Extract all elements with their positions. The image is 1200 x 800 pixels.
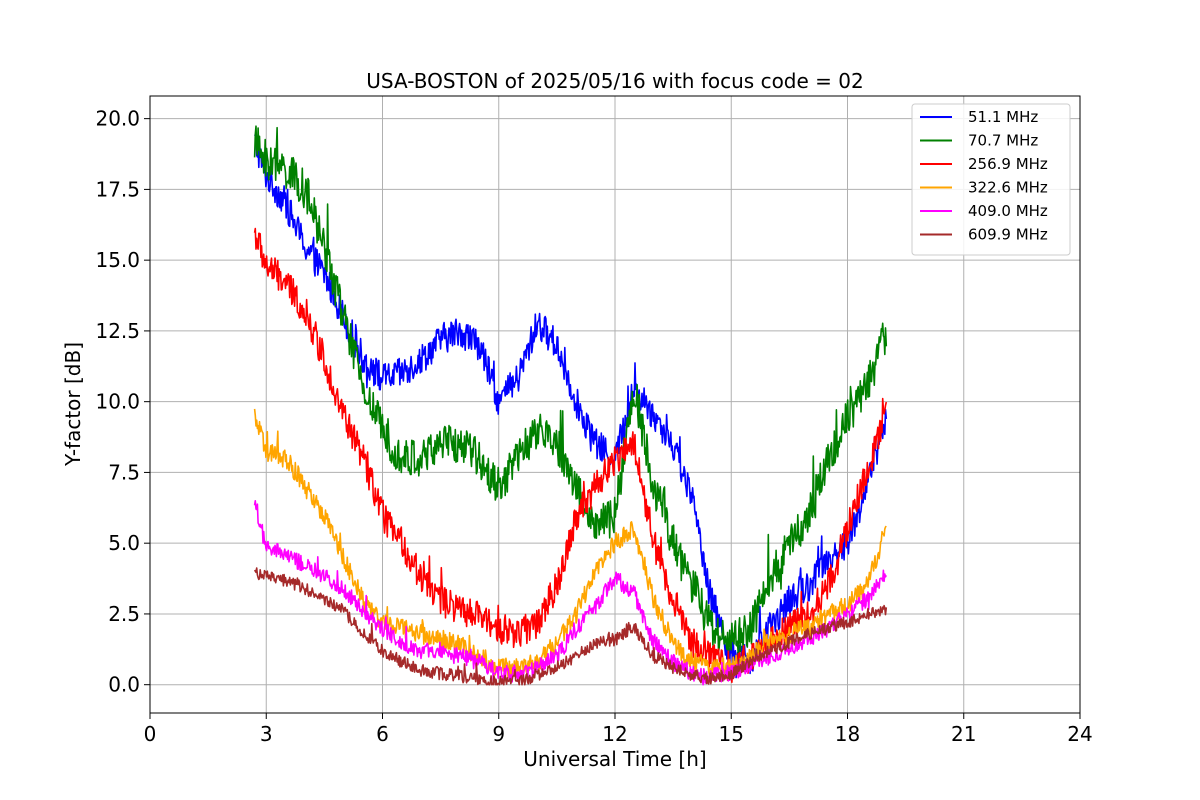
- legend-label: 322.6 MHz: [968, 179, 1048, 197]
- legend-label: 609.9 MHz: [968, 226, 1048, 244]
- legend-label: 70.7 MHz: [968, 132, 1038, 150]
- legend-label: 256.9 MHz: [968, 155, 1048, 173]
- x-tick-label: 24: [1067, 722, 1092, 746]
- y-tick-label: 0.0: [108, 673, 140, 697]
- y-tick-label: 10.0: [95, 390, 140, 414]
- y-tick-label: 5.0: [108, 531, 140, 555]
- x-tick-label: 6: [376, 722, 389, 746]
- y-axis-label: Y-factor [dB]: [61, 342, 85, 467]
- x-tick-label: 12: [602, 722, 627, 746]
- series-line-2: [253, 227, 888, 684]
- legend-label: 51.1 MHz: [968, 108, 1038, 126]
- y-tick-label: 17.5: [95, 177, 140, 201]
- series-line-0: [253, 134, 888, 679]
- x-tick-label: 15: [719, 722, 744, 746]
- y-tick-label: 12.5: [95, 319, 140, 343]
- x-tick-label: 3: [260, 722, 273, 746]
- x-tick-label: 0: [144, 722, 157, 746]
- legend-box: [911, 103, 1071, 256]
- y-tick-label: 7.5: [108, 460, 140, 484]
- x-tick-label: 21: [951, 722, 976, 746]
- x-tick-label: 18: [835, 722, 860, 746]
- series-line-1: [253, 125, 888, 656]
- x-tick-label: 9: [492, 722, 505, 746]
- axis-ticks: 0 3 6 9 12 15 18 21 24 0.0 2.5 5.0 7.5 10.0 12.5 15.0 17…: [95, 107, 1092, 746]
- legend: 51.1 MHz 70.7 MHz 256.9 MHz 322.6 MHz 409.0…: [911, 103, 1071, 256]
- y-tick-label: 20.0: [95, 107, 140, 131]
- chart-title: USA-BOSTON of 2025/05/16 with focus code…: [366, 69, 863, 93]
- y-tick-label: 15.0: [95, 248, 140, 272]
- legend-label: 409.0 MHz: [968, 202, 1048, 220]
- x-axis-label: Universal Time [h]: [523, 747, 706, 771]
- series-lines: [253, 125, 888, 686]
- series-line-4: [253, 499, 887, 686]
- series-line-5: [253, 567, 888, 686]
- y-tick-label: 2.5: [108, 602, 140, 626]
